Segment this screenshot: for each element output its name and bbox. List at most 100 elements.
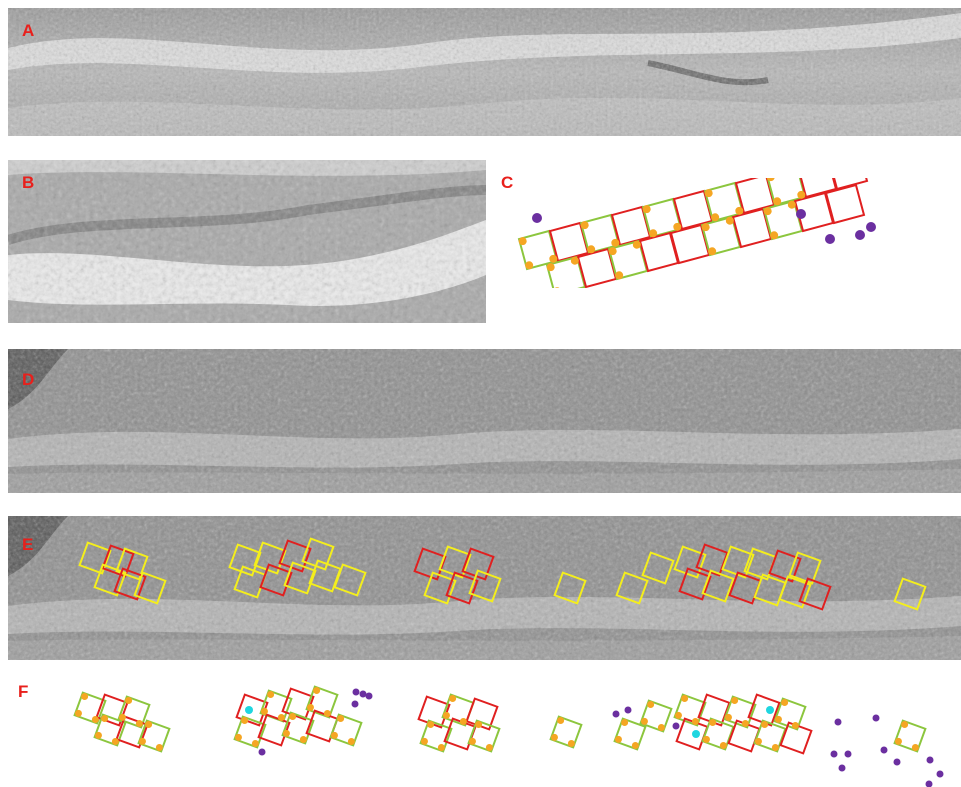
lattice-square (672, 189, 714, 231)
orange-particle (901, 720, 909, 728)
purple-particle (834, 718, 842, 726)
orange-particle (420, 737, 428, 745)
overlay-square (333, 563, 367, 597)
purple-particle (359, 690, 367, 698)
orange-particle (741, 720, 749, 728)
orange-particle (570, 256, 579, 265)
orange-particle (608, 247, 617, 256)
lattice-square (641, 197, 683, 239)
lattice-square (796, 178, 838, 199)
orange-particle (306, 703, 314, 711)
orange-particle (894, 737, 902, 745)
lattice-square (545, 255, 587, 288)
lattice-square (419, 719, 453, 753)
orange-particle (337, 714, 345, 722)
purple-particle (855, 230, 865, 240)
cyan-particle (245, 706, 253, 714)
orange-particle (701, 223, 710, 232)
overlay-square (641, 551, 675, 585)
orange-particle (761, 720, 769, 728)
lattice-square (548, 221, 590, 263)
lattice-square (734, 178, 776, 215)
purple-particle (830, 750, 838, 758)
orange-particle (702, 735, 710, 743)
cyan-particle (692, 730, 700, 738)
overlay-square (788, 551, 822, 585)
orange-particle (771, 744, 779, 752)
freeze-fracture-image-b (8, 160, 486, 323)
lattice-square (703, 181, 745, 223)
orange-particle (763, 207, 772, 216)
overlay-square (615, 571, 649, 605)
orange-particle (475, 720, 483, 728)
orange-particle (118, 713, 126, 721)
orange-particle (724, 713, 732, 721)
purple-particle (624, 706, 632, 714)
overlay-square (438, 545, 472, 579)
panel-label-a: A (22, 21, 35, 40)
lattice-square (613, 717, 647, 751)
panel-label-c: C (501, 173, 514, 192)
lattice-square (753, 719, 787, 753)
overlay-square (115, 547, 149, 581)
orange-particle (657, 724, 665, 732)
orange-particle (550, 733, 558, 741)
lattice-square (329, 713, 363, 747)
particle-dots (74, 686, 944, 787)
overlay-square (695, 543, 729, 577)
purple-particle (825, 234, 835, 244)
overlay-square (113, 567, 147, 601)
orange-particle (614, 735, 622, 743)
panel-f-lattice-diagram (73, 685, 944, 787)
orange-particle (155, 744, 163, 752)
purple-particle (365, 692, 373, 700)
lattice-square (700, 215, 742, 257)
orange-particle (557, 716, 565, 724)
orange-particle (241, 716, 249, 724)
lattice-square (824, 183, 866, 225)
overlay-square (413, 547, 447, 581)
orange-particle (774, 715, 782, 723)
orange-particle (770, 231, 779, 240)
orange-particle (81, 692, 89, 700)
orange-particle (673, 222, 682, 231)
overlay-square (701, 569, 735, 603)
particle-dots (518, 178, 876, 288)
lattice-square (731, 207, 773, 249)
panel-e-micrograph: E (8, 516, 961, 660)
overlay-squares (78, 537, 927, 611)
purple-particle (258, 748, 266, 756)
orange-particle (234, 733, 242, 741)
lattice-square (549, 715, 583, 749)
orange-particle (111, 738, 119, 746)
orange-particle (101, 714, 109, 722)
lattice-square (137, 719, 171, 753)
orange-particle (735, 206, 744, 215)
overlay-square (768, 549, 802, 583)
purple-particle (936, 770, 944, 778)
freeze-fracture-image-d (8, 349, 961, 493)
overlay-square (721, 545, 755, 579)
lattice-square (607, 239, 649, 281)
orange-particle (525, 261, 534, 270)
panel-a-micrograph: A (8, 8, 961, 136)
orange-particle (546, 263, 555, 272)
purple-particle (838, 764, 846, 772)
orange-particle (621, 718, 629, 726)
overlay-square (101, 544, 135, 578)
orange-particle (631, 742, 639, 750)
orange-particle (640, 717, 648, 725)
orange-particle (797, 190, 806, 199)
overlay-square (445, 571, 479, 605)
orange-particle (773, 197, 782, 206)
orange-particle (711, 213, 720, 222)
orange-particle (554, 287, 560, 288)
orange-particle (347, 738, 355, 746)
orange-particle (708, 247, 717, 256)
orange-particle (791, 722, 799, 730)
lattice-square (93, 713, 127, 747)
overlay-square (133, 571, 167, 605)
orange-particle (642, 205, 651, 214)
orange-particle (754, 737, 762, 745)
orange-particle (94, 731, 102, 739)
